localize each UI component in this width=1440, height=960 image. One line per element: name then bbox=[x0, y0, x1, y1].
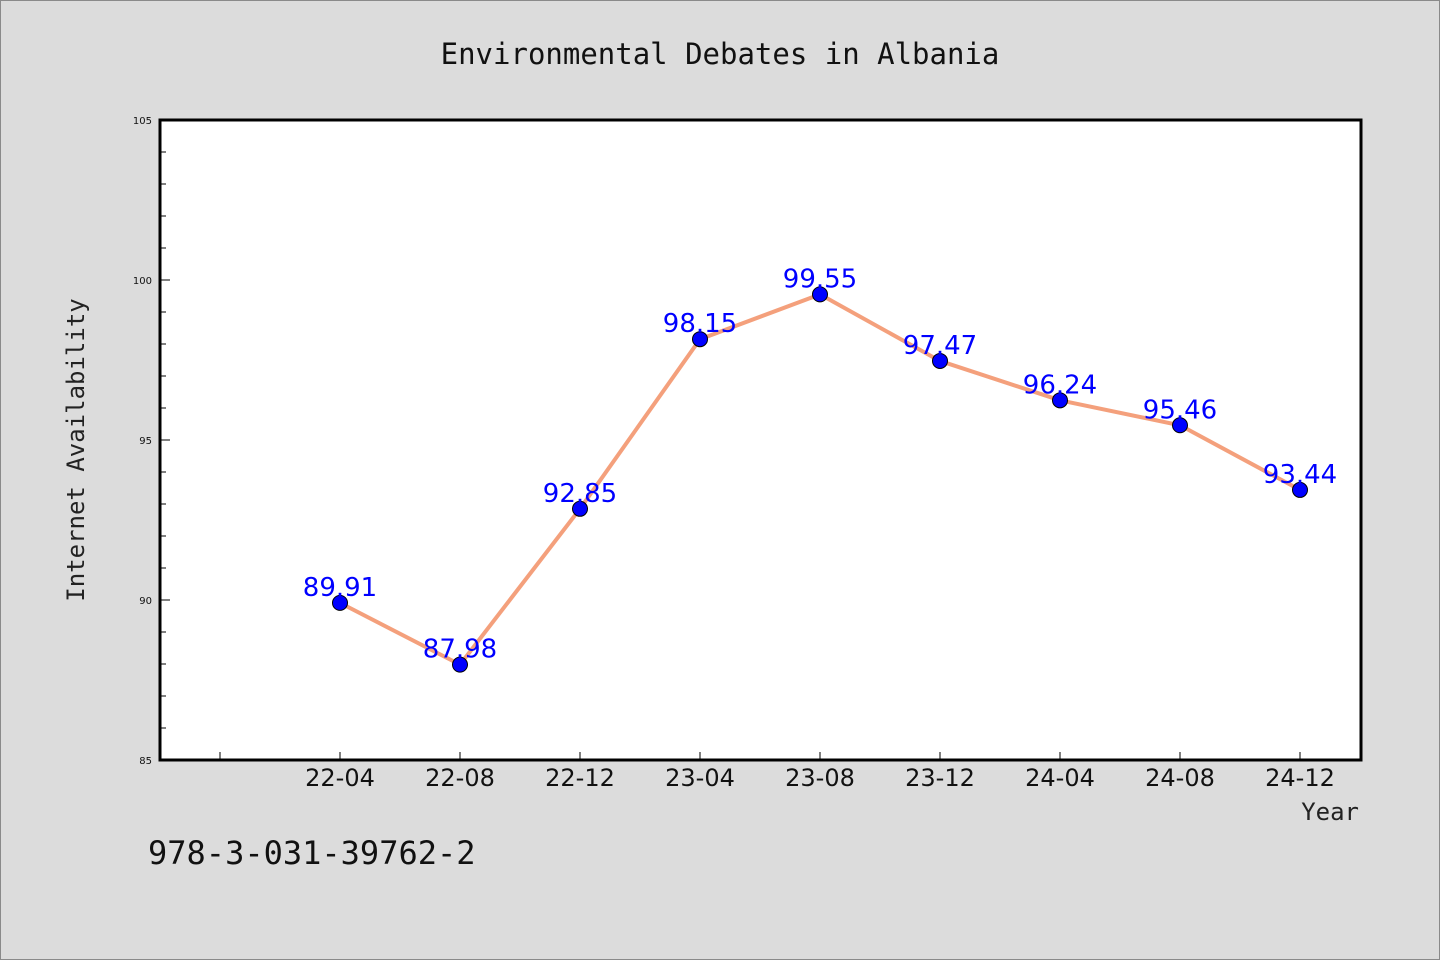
y-axis-label: Internet Availability bbox=[62, 298, 90, 601]
data-labels-layer: 89.91 87.98 92.85 98.15 99.55 97.47 96.24 95.46… bbox=[303, 264, 1337, 664]
x-tick-label: 24-12 bbox=[1265, 764, 1335, 792]
data-label: 87.98 bbox=[423, 635, 497, 665]
plot-area bbox=[160, 120, 1361, 760]
y-tick-label: 100 bbox=[133, 276, 152, 287]
data-point bbox=[932, 352, 948, 369]
x-tick-label: 22-12 bbox=[545, 764, 615, 792]
data-label: 98.15 bbox=[663, 309, 737, 339]
data-point bbox=[572, 500, 588, 517]
data-point bbox=[1052, 392, 1068, 409]
data-point bbox=[1292, 481, 1308, 498]
x-tick-label: 23-12 bbox=[905, 764, 975, 792]
data-point bbox=[452, 656, 468, 673]
x-tick-label: 23-08 bbox=[785, 764, 855, 792]
data-label: 97.47 bbox=[903, 331, 977, 361]
data-point bbox=[692, 331, 708, 348]
data-point bbox=[812, 286, 828, 303]
x-axis-label: Year bbox=[1301, 798, 1359, 826]
data-point bbox=[1172, 417, 1188, 434]
y-tick-label: 85 bbox=[139, 756, 152, 767]
y-tick-label: 105 bbox=[133, 116, 152, 127]
x-tick-label: 22-08 bbox=[425, 764, 495, 792]
data-label: 96.24 bbox=[1023, 370, 1097, 400]
data-label: 92.85 bbox=[543, 479, 617, 509]
data-point bbox=[332, 594, 348, 611]
x-axis: 22-04 22-08 22-12 23-04 23-08 23-12 24-04 24-08… bbox=[219, 752, 1335, 792]
x-tick-label: 23-04 bbox=[665, 764, 735, 792]
data-label: 89.91 bbox=[303, 573, 377, 603]
x-tick-label: 22-04 bbox=[305, 764, 375, 792]
chart-title: Environmental Debates in Albania bbox=[441, 37, 1000, 71]
series-layer bbox=[332, 286, 1308, 673]
plot-background bbox=[160, 120, 1361, 760]
footnote-text: 978-3-031-39762-2 bbox=[148, 834, 476, 872]
x-tick-label: 24-08 bbox=[1145, 764, 1215, 792]
y-tick-label: 95 bbox=[139, 436, 152, 447]
plot-border bbox=[158, 118, 1363, 762]
data-label: 99.55 bbox=[783, 264, 857, 294]
y-tick-label: 90 bbox=[139, 596, 152, 607]
data-label: 95.46 bbox=[1143, 395, 1217, 425]
data-label: 93.44 bbox=[1263, 460, 1337, 490]
x-tick-label: 24-04 bbox=[1025, 764, 1095, 792]
